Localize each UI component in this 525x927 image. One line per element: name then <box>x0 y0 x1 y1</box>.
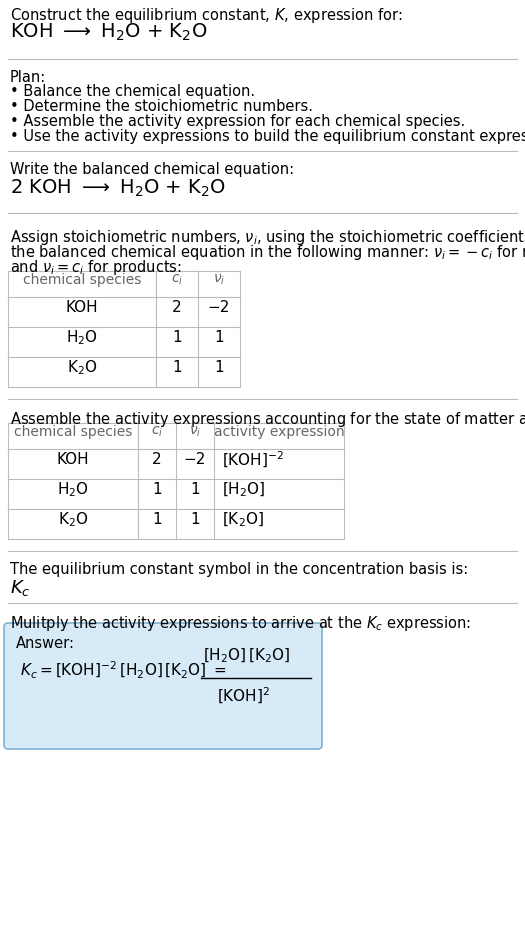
Text: [H$_2$O]: [H$_2$O] <box>222 480 265 499</box>
Text: Plan:: Plan: <box>10 70 46 85</box>
Text: and $\nu_i = c_i$ for products:: and $\nu_i = c_i$ for products: <box>10 258 182 276</box>
Text: $K_c$: $K_c$ <box>10 578 30 597</box>
Text: −2: −2 <box>208 300 230 315</box>
Text: 1: 1 <box>172 330 182 345</box>
Text: [KOH]$^{-2}$: [KOH]$^{-2}$ <box>222 450 284 470</box>
Text: 1: 1 <box>172 360 182 375</box>
Text: $c_i$: $c_i$ <box>151 425 163 438</box>
Text: • Balance the chemical equation.: • Balance the chemical equation. <box>10 84 255 99</box>
Text: $\mathrm{[H_2O]\,[K_2O]}$: $\mathrm{[H_2O]\,[K_2O]}$ <box>203 646 290 665</box>
Text: Assemble the activity expressions accounting for the state of matter and $\nu_i$: Assemble the activity expressions accoun… <box>10 410 525 428</box>
Text: 1: 1 <box>152 512 162 527</box>
Text: activity expression: activity expression <box>214 425 344 438</box>
Text: chemical species: chemical species <box>23 273 141 286</box>
Text: The equilibrium constant symbol in the concentration basis is:: The equilibrium constant symbol in the c… <box>10 562 468 577</box>
Text: $\mathrm{[KOH]^2}$: $\mathrm{[KOH]^2}$ <box>217 685 270 705</box>
Text: H$_2$O: H$_2$O <box>57 480 89 499</box>
Text: $\nu_i$: $\nu_i$ <box>213 273 225 286</box>
Text: Construct the equilibrium constant, $K$, expression for:: Construct the equilibrium constant, $K$,… <box>10 6 403 25</box>
Text: H$_2$O: H$_2$O <box>66 328 98 347</box>
Text: KOH $\longrightarrow$ H$_2$O + K$_2$O: KOH $\longrightarrow$ H$_2$O + K$_2$O <box>10 22 207 44</box>
Text: 2: 2 <box>172 300 182 315</box>
Text: • Use the activity expressions to build the equilibrium constant expression.: • Use the activity expressions to build … <box>10 129 525 144</box>
Text: 1: 1 <box>190 512 200 527</box>
Text: Write the balanced chemical equation:: Write the balanced chemical equation: <box>10 162 294 177</box>
Text: $K_c = \mathrm{[KOH]^{-2}\,[H_2O]\,[K_2O]}\ =$: $K_c = \mathrm{[KOH]^{-2}\,[H_2O]\,[K_2O… <box>20 659 227 679</box>
Text: K$_2$O: K$_2$O <box>58 510 88 528</box>
Text: Answer:: Answer: <box>16 635 75 651</box>
Text: [K$_2$O]: [K$_2$O] <box>222 510 264 528</box>
FancyBboxPatch shape <box>4 623 322 749</box>
Text: $c_i$: $c_i$ <box>171 273 183 286</box>
Text: 1: 1 <box>214 330 224 345</box>
Text: 1: 1 <box>152 482 162 497</box>
Text: −2: −2 <box>184 452 206 467</box>
Text: the balanced chemical equation in the following manner: $\nu_i = -c_i$ for react: the balanced chemical equation in the fo… <box>10 243 525 261</box>
Text: K$_2$O: K$_2$O <box>67 358 97 377</box>
Text: 2 KOH $\longrightarrow$ H$_2$O + K$_2$O: 2 KOH $\longrightarrow$ H$_2$O + K$_2$O <box>10 178 226 199</box>
Text: 1: 1 <box>214 360 224 375</box>
Text: KOH: KOH <box>66 300 98 315</box>
Text: chemical species: chemical species <box>14 425 132 438</box>
Text: 2: 2 <box>152 452 162 467</box>
Text: • Determine the stoichiometric numbers.: • Determine the stoichiometric numbers. <box>10 99 313 114</box>
Text: $\nu_i$: $\nu_i$ <box>189 425 201 438</box>
Text: Mulitply the activity expressions to arrive at the $K_c$ expression:: Mulitply the activity expressions to arr… <box>10 614 471 632</box>
Text: Assign stoichiometric numbers, $\nu_i$, using the stoichiometric coefficients, $: Assign stoichiometric numbers, $\nu_i$, … <box>10 228 525 247</box>
Text: 1: 1 <box>190 482 200 497</box>
Text: • Assemble the activity expression for each chemical species.: • Assemble the activity expression for e… <box>10 114 465 129</box>
Text: KOH: KOH <box>57 452 89 467</box>
